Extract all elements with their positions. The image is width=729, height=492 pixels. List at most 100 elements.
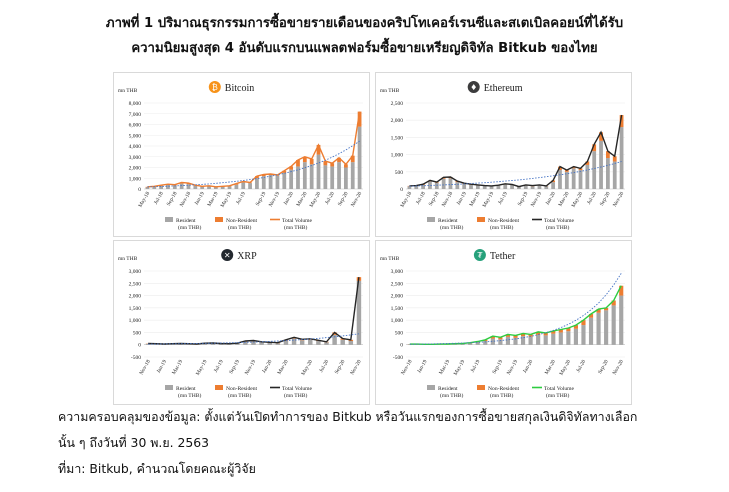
non-resident-bar <box>528 334 533 337</box>
x-tick-label: Sep-18 <box>166 191 179 207</box>
x-tick-label: Jul-19 <box>235 191 247 206</box>
non-resident-bar <box>323 161 328 166</box>
x-tick-label: Nov-20 <box>350 191 363 208</box>
resident-bar <box>566 331 571 345</box>
resident-bar <box>475 342 480 345</box>
resident-bar <box>220 186 225 189</box>
x-tick-label: Sep-18 <box>428 191 441 207</box>
legend-label: Non-Resident <box>488 218 520 224</box>
resident-bar <box>448 178 453 189</box>
resident-bar <box>462 183 467 189</box>
y-tick-label: 3,000 <box>129 269 142 275</box>
resident-bar <box>275 175 280 189</box>
resident-bar <box>166 184 170 189</box>
resident-bar <box>528 336 533 345</box>
resident-bar <box>145 343 151 345</box>
x-tick-label: Jul-20 <box>575 359 587 374</box>
legend-label: Non-Resident <box>226 218 258 224</box>
resident-bar <box>407 186 412 189</box>
total-volume-line <box>409 285 622 345</box>
unit-label: mn THB <box>380 88 400 94</box>
x-tick-label: Nov-20 <box>612 359 625 376</box>
resident-bar <box>193 185 198 189</box>
non-resident-bar <box>357 111 362 127</box>
non-resident-bar <box>558 329 563 333</box>
x-tick-label: Mar-19 <box>171 359 184 376</box>
non-resident-bar <box>490 336 495 339</box>
y-tick-label: 2,000 <box>391 118 404 124</box>
legend-swatch <box>427 385 435 390</box>
resident-bar <box>611 305 616 345</box>
legend-sublabel: (mn THB) <box>178 392 201 399</box>
y-tick-label: 7,000 <box>129 112 142 118</box>
non-resident-bar <box>505 334 511 337</box>
resident-bar <box>414 185 419 189</box>
legend-sublabel: (mn THB) <box>284 392 307 399</box>
non-resident-bar <box>604 307 609 311</box>
resident-bar <box>296 166 300 189</box>
x-tick-label: Jul-19 <box>470 359 482 374</box>
resident-bar <box>520 336 526 345</box>
chart-panel-ethereum: ♦ Ethereum mn THB 0 500 1,000 1,500 2,000 2,500 M… <box>375 72 632 237</box>
non-resident-bar <box>592 144 597 152</box>
x-tick-label: Sep-20 <box>337 191 350 207</box>
resident-bar <box>299 340 305 345</box>
resident-bar <box>234 184 239 189</box>
non-resident-bar <box>330 163 335 167</box>
coverage-note-continued: นั้น ๆ ถึงวันที่ 30 พ.ย. 2563 <box>58 435 210 450</box>
non-resident-bar <box>536 331 541 335</box>
x-tick-label: Nov-19 <box>268 191 281 208</box>
resident-bar <box>179 183 184 189</box>
x-tick-label: May-19 <box>220 191 234 209</box>
resident-bar <box>588 317 594 345</box>
resident-bar <box>571 168 576 189</box>
tether-chart: ₮ Tether mn THB -500 0 500 1,000 1,500 2,000 2,50… <box>380 249 625 399</box>
resident-bar <box>573 328 578 345</box>
resident-bar <box>218 343 224 345</box>
non-resident-bar <box>332 332 337 335</box>
resident-bar <box>537 185 542 189</box>
y-tick-label: 1,000 <box>129 176 142 182</box>
x-tick-label: May-18 <box>138 191 152 209</box>
legend-label: Resident <box>176 218 196 224</box>
non-resident-bar <box>611 300 616 306</box>
y-tick-label: 2,500 <box>129 281 142 287</box>
legend-label: Non-Resident <box>488 386 520 392</box>
unit-label: mn THB <box>118 88 138 94</box>
x-tick-label: Nov-18 <box>400 359 413 376</box>
resident-bar <box>558 332 563 345</box>
resident-bar <box>536 334 541 345</box>
resident-bar <box>255 178 259 189</box>
x-tick-label: May-20 <box>309 191 323 209</box>
trend-line <box>147 140 360 188</box>
non-resident-bar <box>337 157 341 163</box>
resident-bar <box>337 162 341 189</box>
resident-bar <box>619 127 624 189</box>
unit-label: mn THB <box>118 256 138 262</box>
figure-title-line-1: ภาพที่ 1 ปริมาณธุรกรรมการซื้อขายรายเดือน… <box>105 16 624 31</box>
x-tick-label: May-18 <box>400 191 414 209</box>
y-tick-label: 500 <box>133 330 142 336</box>
resident-bar <box>490 338 495 345</box>
resident-bar <box>268 175 273 189</box>
non-resident-bar <box>578 168 583 171</box>
chart-title: Ethereum <box>484 83 523 94</box>
y-tick-label: 6,000 <box>129 123 142 129</box>
x-tick-label: Nov-19 <box>530 191 543 208</box>
source-note: ที่มา: Bitkub, คำนวณโดยคณะผู้วิจัย <box>58 461 256 476</box>
resident-bar <box>441 178 446 189</box>
resident-bar <box>350 162 355 189</box>
legend-sublabel: (mn THB) <box>490 224 513 231</box>
resident-bar <box>348 341 354 345</box>
y-tick-label: 1,500 <box>391 135 404 141</box>
x-tick-label: Nov-18 <box>138 359 151 376</box>
ethereum-chart: ♦ Ethereum mn THB 0 500 1,000 1,500 2,000 2,500 M… <box>380 81 625 231</box>
x-tick-label: Jan-20 <box>283 191 295 207</box>
resident-bar <box>581 325 586 345</box>
x-tick-label: Jan-19 <box>416 359 428 375</box>
legend-sublabel: (mn THB) <box>228 392 251 399</box>
resident-bar <box>235 343 240 345</box>
y-tick-label: 1,500 <box>129 306 142 312</box>
x-tick-label: Sep-19 <box>491 359 504 375</box>
x-tick-label: May-20 <box>300 359 314 377</box>
